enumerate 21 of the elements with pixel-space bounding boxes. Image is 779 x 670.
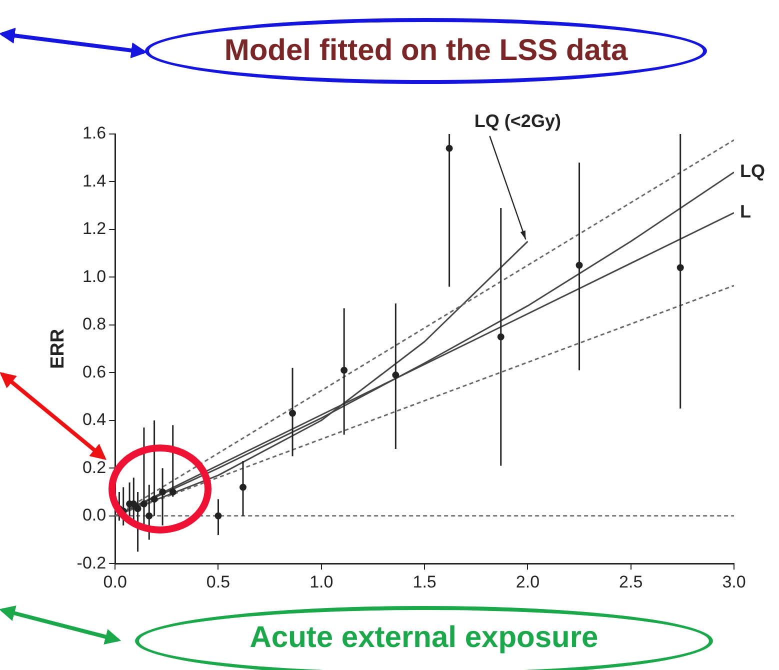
- y-tick-label: -0.2: [76, 553, 106, 572]
- x-tick-label: 0.0: [103, 572, 127, 592]
- y-tick-label: 0.6: [82, 362, 106, 382]
- y-tick-label: 1.4: [82, 171, 106, 190]
- x-tick-label: 1.0: [310, 572, 334, 592]
- y-tick-label: 0.2: [82, 458, 106, 477]
- x-tick-label: 2.5: [619, 572, 643, 592]
- y-tick-label: 1.6: [82, 124, 106, 143]
- series-label: LQ: [740, 161, 765, 182]
- y-tick-label: 0.8: [82, 314, 106, 334]
- x-tick-label: 2.0: [516, 572, 540, 592]
- text: LQ (<2Gy): [474, 110, 561, 131]
- y-tick-label: 0.0: [82, 506, 106, 525]
- y-axis-title: ERR: [48, 328, 69, 369]
- y-tick-label: 1.0: [82, 266, 106, 286]
- x-tick-label: 3.0: [722, 572, 746, 592]
- y-tick-label: 0.4: [82, 410, 106, 430]
- y-tick-label: 1.2: [82, 219, 106, 238]
- x-tick-label: 1.5: [412, 572, 436, 592]
- x-tick-label: 0.5: [206, 572, 230, 592]
- series-label: L: [740, 202, 751, 222]
